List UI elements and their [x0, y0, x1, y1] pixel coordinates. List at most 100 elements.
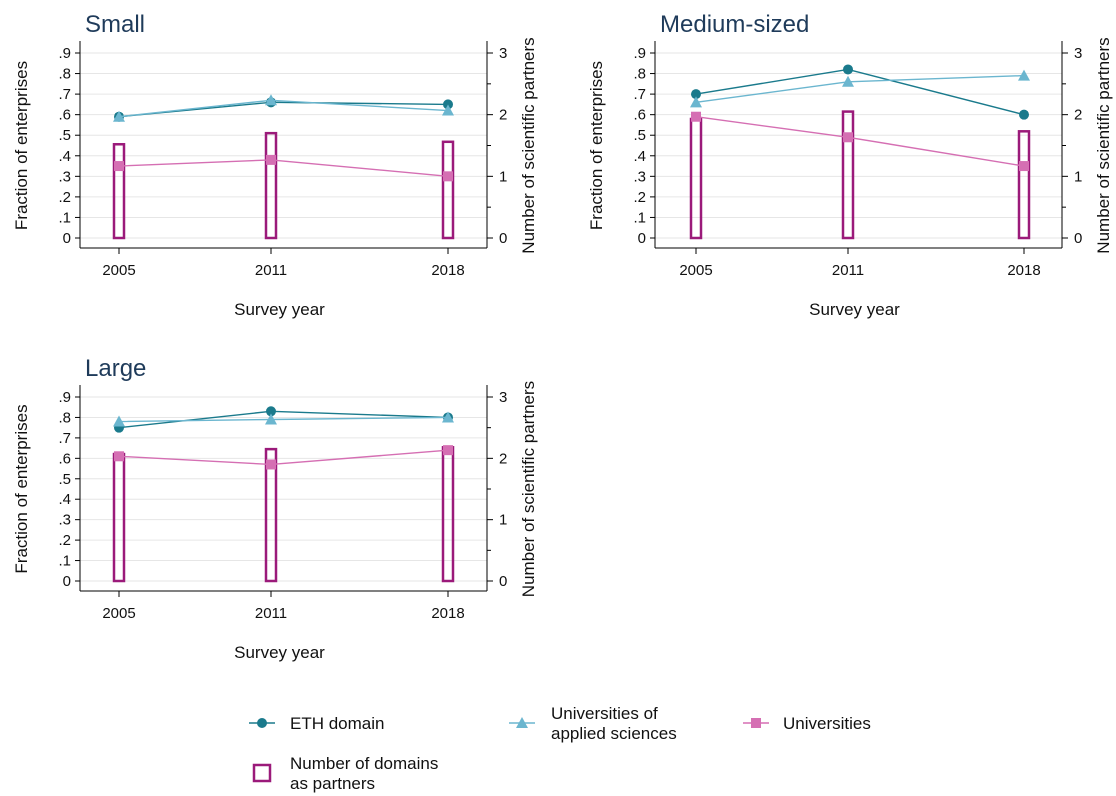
x-tick-label: 2005	[679, 262, 712, 279]
y2-tick-label: 3	[1074, 45, 1082, 62]
x-tick-label: 2005	[102, 262, 135, 279]
point-universities-of-applied-sciences-2005	[113, 110, 125, 122]
y-tick-label: .7	[633, 86, 646, 103]
y-tick-label: .6	[633, 107, 646, 124]
y-tick-label: .7	[58, 430, 71, 447]
x-tick-label: 2011	[255, 605, 287, 622]
point-universities-2018	[443, 171, 453, 182]
legend-swatch-marker	[751, 718, 761, 728]
point-universities-of-applied-sciences-2011	[265, 413, 277, 425]
x-tick-label: 2018	[431, 262, 464, 279]
y-tick-label: .3	[58, 512, 71, 529]
x-tick-label: 2011	[255, 262, 287, 279]
y2-tick-label: 0	[499, 230, 507, 247]
y-tick-label: .8	[58, 409, 71, 426]
panel-title: Large	[85, 355, 146, 382]
legend-label: as partners	[290, 774, 375, 793]
point-universities-of-applied-sciences-2011	[842, 75, 854, 87]
y-tick-label: .4	[58, 148, 71, 165]
point-universities-of-applied-sciences-2011	[265, 94, 277, 106]
legend-label: applied sciences	[551, 724, 677, 743]
y-tick-label: .8	[633, 66, 646, 83]
y-tick-label: .3	[58, 168, 71, 185]
point-eth-domain-2018	[443, 99, 453, 110]
bar-domains-2018	[1017, 130, 1031, 240]
legend-label: ETH domain	[290, 714, 384, 733]
point-eth-domain-2011	[266, 406, 276, 417]
legend-item-eth-domain: ETH domain	[249, 714, 384, 733]
y-tick-label: .3	[633, 168, 646, 185]
y-tick-label: .1	[58, 553, 71, 570]
y2-tick-label: 1	[499, 512, 507, 529]
series-line-universities	[118, 449, 449, 466]
legend-label: Number of domains	[290, 754, 438, 773]
x-tick-label: 2018	[431, 605, 464, 622]
x-tick-label: 2005	[102, 605, 135, 622]
y2-tick-label: 0	[499, 573, 507, 590]
y-axis-label: Fraction of enterprises	[12, 404, 31, 573]
y-tick-label: .2	[633, 189, 646, 206]
x-axis-label: Survey year	[234, 300, 325, 319]
y2-tick-label: 1	[1074, 168, 1082, 185]
bar-domains-2011	[264, 447, 278, 583]
legend-label: Universities of	[551, 704, 658, 723]
y2-tick-label: 3	[499, 45, 507, 62]
y-tick-label: .4	[58, 491, 71, 508]
chart-panel-small: 0 .1 .2 .3 .4 .5 .6 .7 .8 .9 0 1 2 3 2005 2011 2018 Small…	[12, 11, 538, 319]
series-line-universities-of-applied-sciences	[118, 416, 449, 423]
y2-tick-label: 1	[499, 168, 507, 185]
point-universities-2011	[843, 132, 853, 143]
series-line-universities	[695, 116, 1025, 167]
bar-domains-2011	[841, 110, 855, 240]
y2-tick-label: 0	[1074, 230, 1082, 247]
y-axis-label: Fraction of enterprises	[587, 61, 606, 230]
point-universities-2011	[266, 154, 276, 165]
chart-panel-medium-sized: 0 .1 .2 .3 .4 .5 .6 .7 .8 .9 0 1 2 3 2005 2011 2018 Mediu…	[587, 11, 1113, 319]
y-tick-label: .2	[58, 532, 71, 549]
bar-domains-2005	[112, 143, 126, 240]
series-line-eth-domain	[695, 68, 1025, 116]
y-tick-label: 0	[63, 573, 71, 590]
y-tick-label: .5	[58, 471, 71, 488]
y-tick-label: .2	[58, 189, 71, 206]
point-eth-domain-2011	[843, 64, 853, 75]
y2-axis-label: Number of scientific partners	[1094, 37, 1113, 253]
bar-domains-2018	[441, 140, 455, 240]
y-tick-label: .9	[633, 45, 646, 62]
chart-panel-large: 0 .1 .2 .3 .4 .5 .6 .7 .8 .9 0 1 2 3 2005 2011 2018 Large…	[12, 355, 538, 662]
point-universities-of-applied-sciences-2005	[690, 96, 702, 108]
y-tick-label: .4	[633, 148, 646, 165]
y2-tick-label: 2	[1074, 107, 1082, 124]
y2-tick-label: 2	[499, 107, 507, 124]
y-tick-label: .8	[58, 66, 71, 83]
point-universities-of-applied-sciences-2005	[113, 415, 125, 427]
y2-axis-label: Number of scientific partners	[519, 381, 538, 597]
y-tick-label: .9	[58, 45, 71, 62]
y-tick-label: .1	[633, 209, 646, 226]
point-universities-2018	[443, 445, 453, 456]
y2-tick-label: 3	[499, 389, 507, 406]
series-line-universities-of-applied-sciences	[695, 74, 1025, 104]
series-line-universities	[118, 159, 449, 178]
bar-domains-2011	[264, 131, 278, 240]
point-universities-of-applied-sciences-2018	[1018, 69, 1030, 81]
y-axis-label: Fraction of enterprises	[12, 61, 31, 230]
y-tick-label: .7	[58, 86, 71, 103]
y2-tick-label: 2	[499, 450, 507, 467]
x-axis-label: Survey year	[809, 300, 900, 319]
x-axis-label: Survey year	[234, 643, 325, 662]
point-universities-2005	[114, 161, 124, 172]
point-universities-2018	[1019, 161, 1029, 172]
point-universities-2005	[691, 111, 701, 122]
y-tick-label: .9	[58, 389, 71, 406]
y-tick-label: 0	[638, 230, 646, 247]
bar-domains-2005	[112, 452, 126, 583]
bar-domains-2005	[689, 117, 703, 240]
point-universities-of-applied-sciences-2018	[442, 411, 454, 423]
panel-title: Small	[85, 11, 145, 38]
legend-swatch-marker	[516, 717, 528, 728]
point-universities-2011	[266, 459, 276, 470]
